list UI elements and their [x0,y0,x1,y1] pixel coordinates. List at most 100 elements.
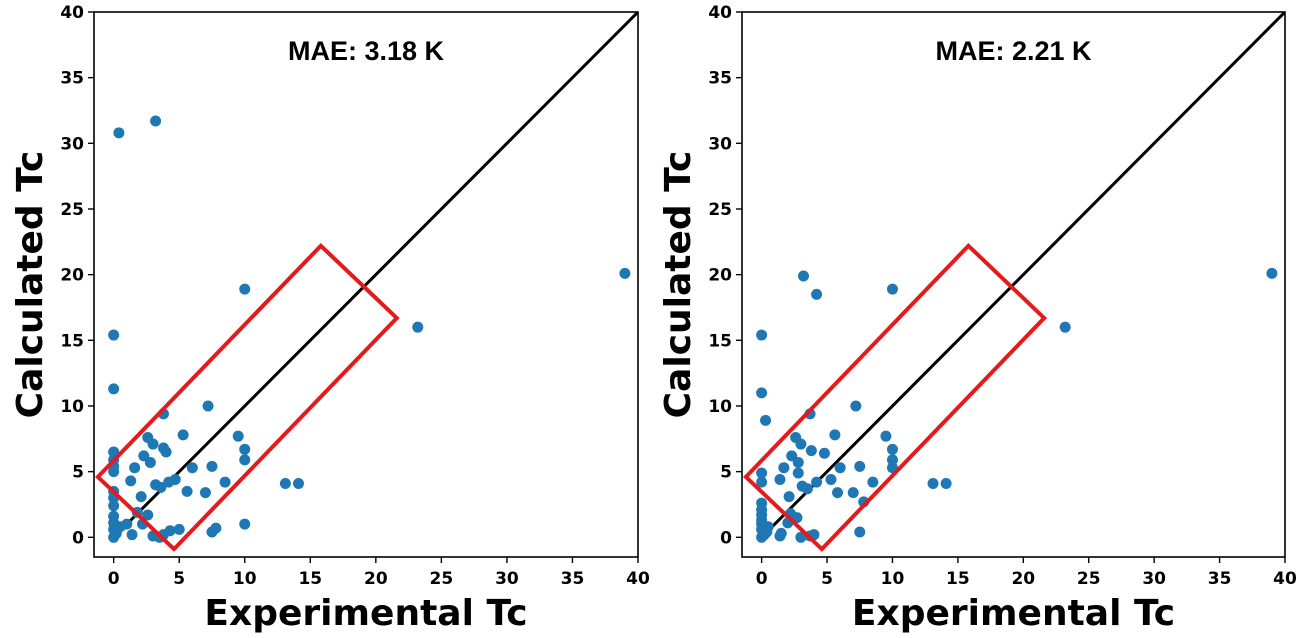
y-tick-label: 0 [72,528,84,548]
data-point [239,454,251,466]
data-point [880,430,892,442]
data-point [795,438,807,450]
y-tick-label: 25 [708,200,732,220]
y-tick-label: 10 [708,397,732,417]
data-point [850,400,862,412]
data-point [940,477,952,489]
x-tick-label: 10 [233,569,257,589]
x-tick-label: 5 [173,569,185,589]
data-point [756,476,768,488]
data-point [792,456,804,468]
y-tick-label: 40 [60,3,84,23]
data-point [829,429,841,441]
data-point [144,456,156,468]
data-point [832,487,844,499]
x-tick-label: 15 [946,569,970,589]
data-point [412,321,424,333]
data-point [169,474,181,486]
data-point [760,414,772,426]
highlight-box [95,242,400,552]
y-tick-label: 20 [708,266,732,286]
x-tick-label: 40 [1273,569,1297,589]
y-tick-label: 15 [708,331,732,351]
data-point [805,445,817,457]
data-point [854,460,866,472]
data-point [756,497,768,509]
data-point [811,476,823,488]
y-tick-label: 35 [60,69,84,89]
data-point [847,487,859,499]
data-point [202,400,214,412]
data-point [210,522,222,534]
data-point [147,438,159,450]
x-tick-label: 5 [821,569,833,589]
y-tick-label: 15 [60,331,84,351]
plot-frame [93,11,639,558]
data-point [155,481,167,493]
data-point [279,477,291,489]
data-point [886,283,898,295]
data-point [774,474,786,486]
x-tick-label: 10 [881,569,905,589]
data-point [125,475,137,487]
y-tick-label: 5 [72,463,84,483]
data-point [811,288,823,300]
data-point [206,460,218,472]
data-point [1266,267,1278,279]
data-point [219,476,231,488]
data-point [867,476,879,488]
mae-annotation: MAE: 3.18 K [288,36,445,66]
y-tick-label: 30 [708,134,732,154]
x-tick-label: 15 [298,569,322,589]
data-point [834,462,846,474]
data-point [886,443,898,455]
x-tick-label: 20 [1011,569,1035,589]
data-point [239,518,251,530]
plot-data-area [108,12,638,543]
mae-annotation: MAE: 2.21 K [935,36,1092,66]
data-point [199,487,211,499]
data-point [756,467,768,479]
y-axis-title: Calculated Tc [10,151,51,419]
plot-frame [741,11,1286,558]
data-point [818,447,830,459]
plot-data-area [756,12,1285,543]
data-point [160,446,172,458]
data-point [927,477,939,489]
data-point [121,518,133,530]
data-point [186,462,198,474]
y-tick-label: 5 [720,463,732,483]
highlight-box [743,242,1048,552]
data-point [142,509,154,521]
data-point [756,329,768,341]
data-point [239,283,251,295]
data-point [113,127,125,139]
data-point [619,267,631,279]
data-point [164,525,176,537]
data-point [108,500,120,512]
y-tick-label: 10 [60,397,84,417]
x-tick-label: 25 [1077,569,1101,589]
x-axis-title: Experimental Tc [852,593,1175,633]
data-point [108,510,120,522]
data-point [126,529,138,541]
data-point [778,462,790,474]
data-point [173,523,185,535]
data-point [129,462,141,474]
data-point [886,454,898,466]
y-axis-title: Calculated Tc [658,151,699,419]
data-point [108,446,120,458]
data-point [801,483,813,495]
data-point [792,467,804,479]
data-point [135,491,147,503]
data-point [756,387,768,399]
scatter-panel-1: 0 5 10 15 20 25 30 35 40 0 5 10 15 20 25 30 35 40 MAE: 3.1… [10,3,650,634]
data-point [797,270,809,282]
scatter-panel-2: 0 5 10 15 20 25 30 35 40 0 5 10 15 20 25 30 35 40 MAE: 2.2… [658,3,1297,634]
data-point [108,383,120,395]
data-point [239,443,251,455]
data-point [1059,321,1071,333]
reference-line [112,12,638,539]
